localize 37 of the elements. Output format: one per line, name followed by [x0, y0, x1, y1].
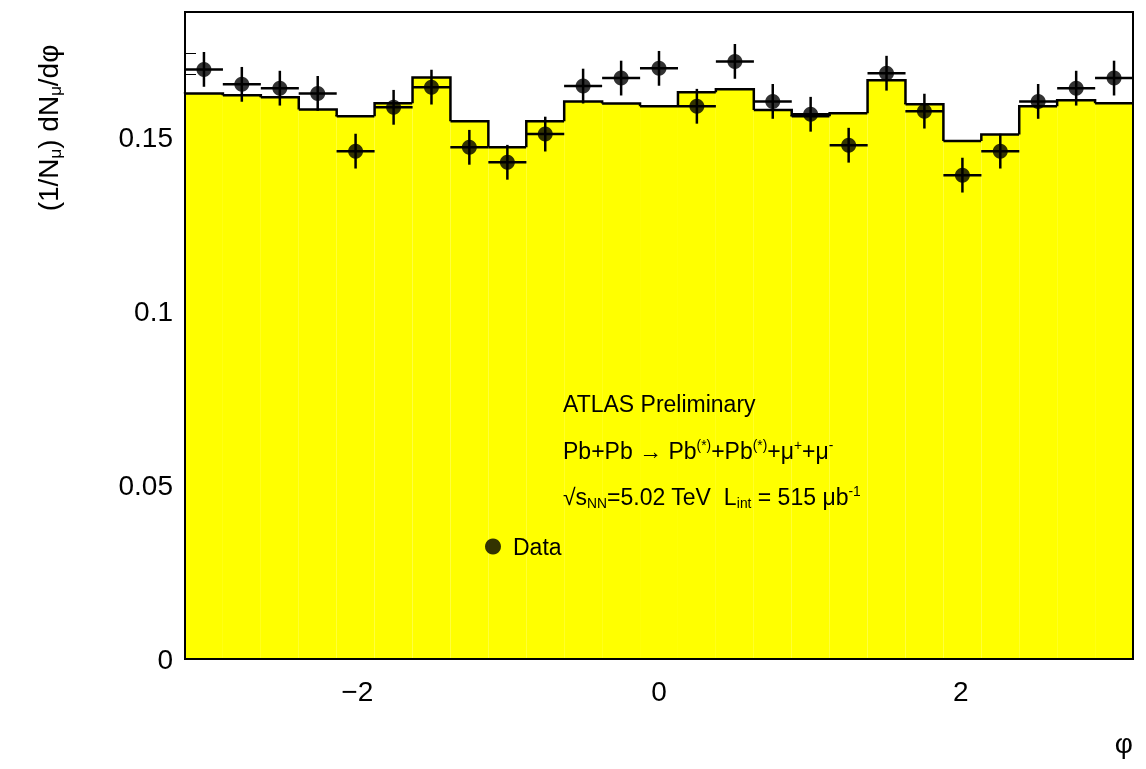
point	[310, 85, 326, 101]
point	[499, 154, 515, 170]
point	[1030, 93, 1046, 109]
y-tick-label: 0.05	[118, 469, 173, 501]
annotation: Pb+Pb → Pb(*)+Pb(*)+μ++μ-	[563, 437, 834, 465]
annotation: ATLAS Preliminary	[563, 390, 757, 417]
point	[461, 139, 477, 155]
point	[423, 79, 439, 95]
point	[537, 126, 553, 142]
point	[1106, 70, 1122, 86]
x-axis-title: φ	[1114, 727, 1133, 759]
point	[386, 99, 402, 115]
y-tick-label: 0	[157, 643, 173, 675]
point	[234, 76, 250, 92]
point	[841, 137, 857, 153]
x-tick-label: 0	[651, 675, 667, 707]
point	[272, 80, 288, 96]
point	[954, 167, 970, 183]
point	[916, 103, 932, 119]
point	[348, 143, 364, 159]
point	[765, 93, 781, 109]
x-tick-label: −2	[341, 675, 374, 707]
legend-label: Data	[513, 533, 562, 560]
point	[575, 78, 591, 94]
point	[196, 61, 212, 77]
y-tick-label: 0.15	[118, 121, 173, 153]
point	[613, 70, 629, 86]
point	[689, 98, 705, 114]
point	[803, 106, 819, 122]
point	[879, 65, 895, 81]
x-tick-label: 2	[952, 675, 969, 707]
y-tick-label: 0.1	[134, 295, 173, 327]
point	[727, 53, 743, 69]
point	[992, 143, 1008, 159]
y-axis-title: (1/Nμ) dNμ/dφ	[32, 44, 65, 212]
point	[1068, 80, 1084, 96]
point	[651, 60, 667, 76]
